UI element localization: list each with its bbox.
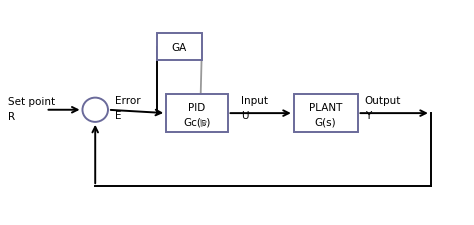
FancyBboxPatch shape: [166, 94, 228, 133]
Text: Y: Y: [365, 110, 371, 120]
FancyBboxPatch shape: [294, 94, 357, 133]
Text: PLANT: PLANT: [309, 102, 342, 112]
Text: Output: Output: [365, 96, 401, 106]
Text: E: E: [115, 110, 121, 120]
Text: Set point: Set point: [8, 96, 55, 106]
Text: PID: PID: [188, 102, 205, 112]
Text: G(s): G(s): [315, 117, 337, 127]
Text: Error: Error: [115, 96, 141, 106]
Text: R: R: [8, 111, 15, 121]
Text: U: U: [241, 110, 248, 120]
FancyBboxPatch shape: [156, 34, 201, 61]
Text: GA: GA: [172, 43, 187, 53]
Text: Gc(s): Gc(s): [183, 117, 210, 127]
Text: Input: Input: [241, 96, 268, 106]
